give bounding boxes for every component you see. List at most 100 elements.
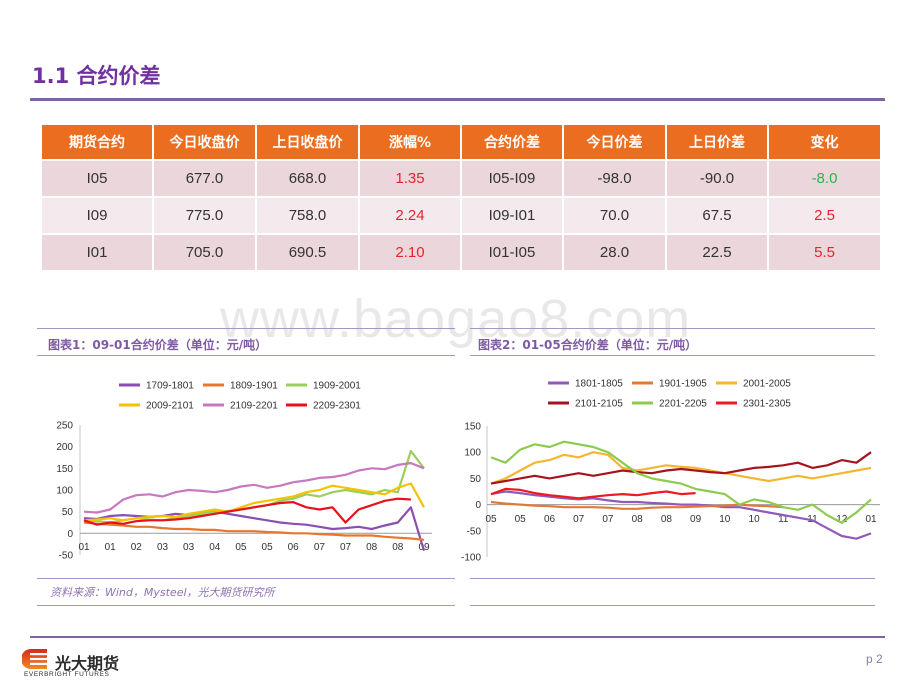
series-line-2109-2201 xyxy=(83,461,425,514)
cell-prev-spread: 67.5 xyxy=(665,196,769,235)
col-header-contract: 期货合约 xyxy=(40,123,154,161)
company-name-en: EVERBRIGHT FUTURES xyxy=(24,671,110,678)
x-tick-label: 07 xyxy=(573,514,585,525)
chart1-caption: 图表1：09-01合约价差（单位：元/吨） xyxy=(48,338,268,352)
series-line-1801-1805 xyxy=(490,490,872,540)
y-tick-label: 100 xyxy=(464,448,481,459)
x-tick-label: 05 xyxy=(262,542,274,553)
cell-spread-name: I09-I01 xyxy=(460,196,564,235)
y-tick-label: -50 xyxy=(59,551,74,562)
series-line-2209-2301 xyxy=(83,497,411,526)
series-line-2301-2305 xyxy=(490,487,696,500)
series-line-2101-2105 xyxy=(490,451,872,485)
company-name: 光大期货 xyxy=(55,654,120,673)
x-tick-label: 03 xyxy=(183,542,195,553)
cell-prev-close: 668.0 xyxy=(255,159,360,198)
col-header-spread-change: 变化 xyxy=(767,123,882,161)
y-tick-label: 150 xyxy=(464,422,481,433)
cell-spread-change: -8.0 xyxy=(767,159,882,198)
cell-contract: I09 xyxy=(40,196,154,235)
x-tick-label: 05 xyxy=(485,514,497,525)
right-panel-top-rule xyxy=(470,328,875,329)
y-tick-label: 200 xyxy=(56,442,73,453)
table-header-row: 期货合约 今日收盘价 上日收盘价 涨幅% 合约价差 今日价差 上日价差 变化 xyxy=(40,123,882,161)
y-tick-label: 100 xyxy=(56,486,73,497)
x-tick-label: 02 xyxy=(131,542,143,553)
right-panel-caption-rule xyxy=(470,355,875,356)
legend-label-2201-2205: 2201-2205 xyxy=(659,399,707,410)
cell-spread-name: I01-I05 xyxy=(460,233,564,272)
cell-prev-close: 690.5 xyxy=(255,233,360,272)
legend-label-1901-1905: 1901-1905 xyxy=(659,379,707,390)
x-tick-label: 07 xyxy=(314,542,326,553)
chart2-caption: 图表2：01-05合约价差（单位：元/吨） xyxy=(478,338,698,352)
cell-today-spread: 70.0 xyxy=(562,196,667,235)
y-tick-label: 0 xyxy=(67,529,73,540)
legend-label-1909-2001: 1909-2001 xyxy=(313,381,361,392)
x-tick-label: 01 xyxy=(105,542,117,553)
table-row: I01 705.0 690.5 2.10 I01-I05 28.0 22.5 5… xyxy=(40,233,882,272)
x-tick-label: 10 xyxy=(719,514,731,525)
legend-label-2009-2101: 2009-2101 xyxy=(146,401,194,412)
spread-quote-table: 期货合约 今日收盘价 上日收盘价 涨幅% 合约价差 今日价差 上日价差 变化 I… xyxy=(40,123,882,272)
page-title: 1.1 合约价差 xyxy=(32,64,161,88)
cell-spread-change: 2.5 xyxy=(767,196,882,235)
series-line-1909-2001 xyxy=(83,449,425,524)
legend-label-2109-2201: 2109-2201 xyxy=(230,401,278,412)
legend-label-2001-2005: 2001-2005 xyxy=(743,379,791,390)
x-tick-label: 05 xyxy=(235,542,247,553)
legend-label-2101-2105: 2101-2105 xyxy=(575,399,623,410)
x-tick-label: 03 xyxy=(157,542,169,553)
cell-prev-spread: 22.5 xyxy=(665,233,769,272)
legend-label-2301-2305: 2301-2305 xyxy=(743,399,791,410)
y-tick-label: 150 xyxy=(56,464,73,475)
chart1-line-chart: 250 200 150 100 50 0 -50 01 01 02 03 03 04 05 05 06 07 07… xyxy=(56,381,432,562)
cell-contract: I05 xyxy=(40,159,154,198)
y-tick-label: 250 xyxy=(56,421,73,432)
table-row: I05 677.0 668.0 1.35 I05-I09 -98.0 -90.0… xyxy=(40,159,882,198)
x-tick-label: 08 xyxy=(366,542,378,553)
x-tick-label: 11 xyxy=(778,514,789,525)
cell-today-spread: -98.0 xyxy=(562,159,667,198)
x-tick-label: 08 xyxy=(392,542,404,553)
y-tick-label: 0 xyxy=(475,500,481,511)
legend-label-1709-1801: 1709-1801 xyxy=(146,381,194,392)
x-tick-label: 08 xyxy=(632,514,644,525)
cell-contract: I01 xyxy=(40,233,154,272)
cell-prev-spread: -90.0 xyxy=(665,159,769,198)
page-number: p 2 xyxy=(866,652,883,666)
x-tick-label: 08 xyxy=(661,514,673,525)
cell-pct-change: 1.35 xyxy=(358,159,462,198)
left-panel-source-rule xyxy=(37,605,455,606)
footer-divider xyxy=(30,636,885,638)
right-panel-source-rule xyxy=(470,605,875,606)
cell-today-close: 775.0 xyxy=(152,196,257,235)
x-tick-label: 01 xyxy=(78,542,90,553)
table-row: I09 775.0 758.0 2.24 I09-I01 70.0 67.5 2… xyxy=(40,196,882,235)
y-tick-label: 50 xyxy=(62,507,74,518)
col-header-pct-change: 涨幅% xyxy=(358,123,462,161)
cell-spread-change: 5.5 xyxy=(767,233,882,272)
x-tick-label: 01 xyxy=(865,514,877,525)
col-header-spread-name: 合约价差 xyxy=(460,123,564,161)
cell-pct-change: 2.10 xyxy=(358,233,462,272)
x-tick-label: 06 xyxy=(288,542,300,553)
series-line-1901-1905 xyxy=(490,500,784,510)
col-header-today-spread: 今日价差 xyxy=(562,123,667,161)
y-tick-label: -100 xyxy=(461,553,481,564)
x-tick-label: 07 xyxy=(602,514,614,525)
left-panel-caption-rule xyxy=(37,355,455,356)
series-line-2201-2205 xyxy=(490,440,872,524)
cell-pct-change: 2.24 xyxy=(358,196,462,235)
cell-spread-name: I05-I09 xyxy=(460,159,564,198)
title-divider xyxy=(30,98,885,101)
col-header-prev-close: 上日收盘价 xyxy=(255,123,360,161)
cell-today-close: 677.0 xyxy=(152,159,257,198)
x-tick-label: 05 xyxy=(515,514,527,525)
cell-today-close: 705.0 xyxy=(152,233,257,272)
legend-label-2209-2301: 2209-2301 xyxy=(313,401,361,412)
x-tick-label: 07 xyxy=(340,542,352,553)
x-tick-label: 09 xyxy=(690,514,702,525)
x-tick-label: 09 xyxy=(418,542,430,553)
